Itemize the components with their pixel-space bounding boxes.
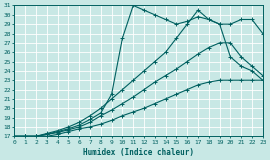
X-axis label: Humidex (Indice chaleur): Humidex (Indice chaleur) xyxy=(83,148,194,156)
